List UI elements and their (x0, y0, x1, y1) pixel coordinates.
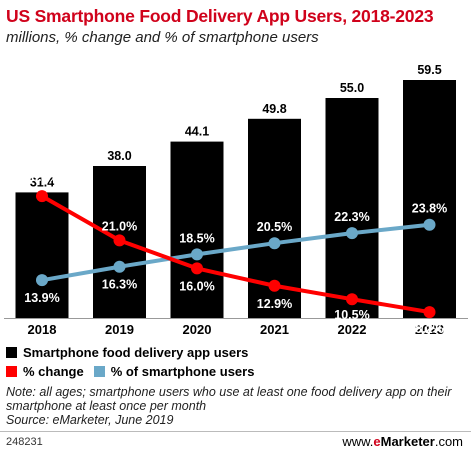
chart-notes: Note: all ages; smartphone users who use… (6, 385, 468, 427)
bar-label-2023: 59.5 (417, 63, 441, 77)
change-point-2021 (268, 279, 281, 292)
legend-swatch-change (6, 366, 17, 377)
share-line (41, 222, 430, 283)
change-label-2021: 12.9% (257, 297, 292, 311)
bar-2020 (170, 141, 224, 318)
change-point-2018 (36, 190, 48, 203)
legend-label-change: % change (23, 364, 84, 379)
chart-subtitle: millions, % change and % of smartphone u… (6, 29, 319, 46)
legend-swatch-bars (6, 347, 17, 358)
combo-chart: 31.4 2018 38.0 2019 44.1 2020 49.8 2021 55.0 2022… (4, 63, 468, 337)
x-tick-2022: 2022 (338, 322, 367, 337)
change-point-2020 (191, 262, 203, 275)
share-label-2020: 18.5% (179, 231, 214, 245)
brand-logo: www.eMarketer.com (342, 434, 463, 449)
change-point-2019 (113, 234, 126, 247)
share-point-2023 (423, 218, 436, 231)
change-label-2018: 28.9% (24, 170, 59, 184)
share-point-2021 (268, 237, 281, 250)
bar-2018 (15, 192, 69, 318)
x-tick-2023: 2023 (415, 322, 444, 337)
x-tick-2021: 2021 (260, 322, 289, 337)
bar-label-2018: 31.4 (30, 175, 54, 189)
x-tick-2020: 2020 (183, 322, 212, 337)
bar-label-2022: 55.0 (340, 81, 364, 95)
share-point-2018 (36, 274, 48, 287)
source-text: Source: eMarketer, June 2019 (6, 413, 174, 427)
chart-title: US Smartphone Food Delivery App Users, 2… (6, 6, 434, 26)
share-label-2018: 13.9% (24, 291, 59, 305)
share-point-2019 (113, 260, 126, 273)
footer-divider (0, 431, 471, 432)
x-tick-2019: 2019 (105, 322, 134, 337)
note-text: Note: all ages; smartphone users who use… (6, 385, 452, 413)
change-point-2023 (423, 306, 436, 319)
chart-id: 248231 (6, 436, 43, 448)
bar-label-2021: 49.8 (262, 102, 286, 116)
bar-label-2019: 38.0 (107, 149, 131, 163)
share-point-2020 (191, 248, 203, 261)
bar-2023 (403, 80, 456, 318)
change-label-2020: 16.0% (179, 279, 214, 293)
share-point-2022 (346, 227, 358, 240)
legend-bars: Smartphone food delivery app users (6, 345, 248, 360)
share-label-2019: 16.3% (102, 278, 137, 292)
legend-label-share: % of smartphone users (110, 364, 255, 379)
change-label-2022: 10.5% (334, 308, 369, 322)
share-label-2021: 20.5% (257, 220, 292, 234)
legend-swatch-share (93, 366, 105, 377)
x-tick-2018: 2018 (28, 322, 57, 337)
share-label-2023: 23.8% (412, 202, 447, 216)
legend-lines: % change % of smartphone users (6, 364, 264, 379)
change-line (41, 194, 430, 315)
change-point-2022 (346, 293, 358, 306)
bar-label-2020: 44.1 (185, 125, 209, 139)
change-label-2023: 8.2% (415, 322, 444, 336)
bar-2022 (325, 98, 379, 318)
share-label-2022: 22.3% (334, 210, 369, 224)
change-label-2019: 21.0% (102, 219, 137, 233)
legend-label-bars: Smartphone food delivery app users (23, 345, 249, 360)
